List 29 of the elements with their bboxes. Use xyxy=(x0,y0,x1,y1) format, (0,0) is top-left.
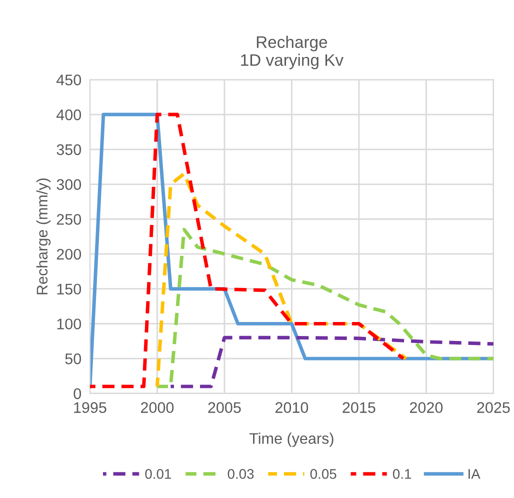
y-tick-label: 400 xyxy=(56,109,82,120)
line-series xyxy=(90,112,406,388)
x-tick-label: 2005 xyxy=(208,402,241,413)
y-tick-label: 200 xyxy=(56,248,82,260)
line-series xyxy=(155,228,494,388)
y-tick-label: 0 xyxy=(74,388,82,400)
legend-label: 0.05 xyxy=(310,469,336,479)
line-series xyxy=(155,172,408,388)
x-tick-label: 2015 xyxy=(342,402,376,413)
x-tick-label: 2000 xyxy=(140,402,174,413)
y-tick-label: 150 xyxy=(57,284,82,295)
x-tick-label: 1995 xyxy=(74,402,106,413)
x-axis-title: Time (years) xyxy=(249,432,334,447)
y-tick-label: 250 xyxy=(56,214,82,225)
legend-label: 0.03 xyxy=(228,469,254,479)
chart-title: Recharge 1D varying Kv xyxy=(241,36,344,70)
y-tick-label: 450 xyxy=(56,74,82,86)
legend-label: 0.1 xyxy=(392,469,412,479)
y-axis-title: Recharge (mm/y) xyxy=(36,178,51,294)
legend-label: 0.01 xyxy=(145,469,172,479)
y-tick-label: 300 xyxy=(56,179,82,190)
line-series xyxy=(168,336,494,388)
y-tick-label: 50 xyxy=(65,353,82,364)
x-tick-label: 2020 xyxy=(410,402,443,413)
y-tick-label: 100 xyxy=(57,318,82,330)
x-tick-label: 2025 xyxy=(477,402,510,413)
x-tick-label: 2010 xyxy=(275,402,308,413)
legend-label: IA xyxy=(468,469,480,479)
y-tick-label: 350 xyxy=(56,144,82,156)
